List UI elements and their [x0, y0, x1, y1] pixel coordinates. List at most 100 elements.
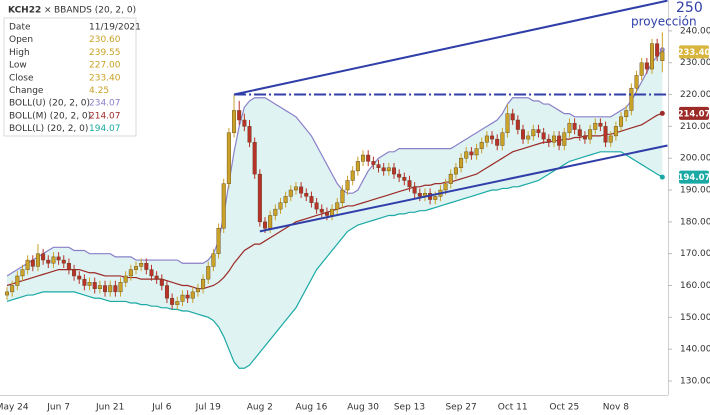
candle-body: [97, 285, 102, 289]
y-tick-label: 210.00: [680, 122, 710, 132]
candle-body: [593, 122, 598, 130]
candle-body: [505, 113, 510, 133]
candle-body: [577, 129, 582, 137]
candle-body: [133, 266, 138, 270]
info-value: 214.07: [89, 111, 121, 121]
info-label: Open: [9, 35, 33, 45]
candle-body: [304, 193, 309, 197]
candle-body: [216, 228, 221, 254]
y-tick-label: 230.00: [680, 58, 710, 68]
candle-body: [433, 196, 438, 200]
candle-body: [417, 193, 422, 197]
band-line: [6, 151, 663, 369]
candle-body: [211, 253, 216, 267]
annotation: proyección: [631, 15, 697, 29]
y-tick-label: 190.00: [680, 186, 710, 196]
candle-body: [551, 135, 556, 143]
y-tick-label: 170.00: [680, 249, 710, 259]
x-tick-label: Jun 7: [46, 403, 70, 413]
candle-body: [484, 135, 489, 143]
candle-body: [92, 282, 97, 289]
candle-body: [629, 87, 634, 111]
y-tick-label: 180.00: [680, 217, 710, 227]
candle-body: [87, 282, 92, 286]
candle-body: [490, 135, 495, 140]
x-tick-label: Sep 27: [445, 403, 476, 413]
close-icon[interactable]: ×: [44, 6, 52, 16]
x-tick-label: Aug 30: [347, 403, 379, 413]
candle-body: [639, 62, 644, 76]
candle-body: [335, 202, 340, 210]
x-tick-label: Jun 21: [95, 403, 124, 413]
candle-body: [500, 132, 505, 146]
candle-body: [4, 291, 9, 296]
candle-body: [283, 196, 288, 203]
candle-body: [293, 186, 298, 191]
candle-body: [113, 285, 118, 293]
candle-body: [309, 196, 314, 203]
candle-body: [82, 278, 87, 286]
info-label: High: [9, 48, 30, 58]
candle-body: [242, 119, 247, 127]
candle-body: [474, 148, 479, 156]
candle-body: [479, 142, 484, 149]
x-tick-label: Nov 8: [603, 403, 629, 413]
candle-body: [464, 151, 469, 159]
y-tick-label: 130.00: [680, 376, 710, 386]
candle-body: [453, 167, 458, 175]
x-tick-label: Sep 13: [394, 403, 425, 413]
candle-body: [195, 288, 200, 293]
candle-body: [190, 291, 195, 299]
annotation: 250: [676, 0, 703, 16]
info-value: 11/19/2021: [89, 23, 141, 33]
y-tick-label: 140.00: [680, 345, 710, 355]
price-badge: [679, 45, 709, 59]
candle-body: [495, 138, 500, 146]
candle-body: [185, 294, 190, 299]
x-tick-label: May 24: [0, 403, 29, 413]
candle-body: [15, 275, 20, 286]
candle-body: [515, 119, 520, 130]
candle-body: [257, 173, 262, 223]
candle-body: [66, 263, 71, 270]
y-tick-label: 160.00: [680, 281, 710, 291]
candle-body: [366, 154, 371, 162]
indicator: BBANDS (20, 2, 0): [54, 6, 136, 16]
y-tick-label: 220.00: [680, 90, 710, 100]
x-tick-label: Aug 16: [295, 403, 327, 413]
candle-body: [572, 122, 577, 130]
candle-body: [288, 189, 293, 197]
candle-body: [30, 259, 35, 267]
candle-body: [412, 186, 417, 194]
candle-body: [608, 135, 613, 143]
candle-body: [546, 138, 551, 143]
candle-body: [221, 183, 226, 229]
candle-body: [557, 135, 562, 146]
candle-body: [459, 157, 464, 168]
x-tick-label: Aug 2: [247, 403, 273, 413]
candle-body: [582, 135, 587, 140]
candle-body: [448, 173, 453, 184]
band-end-dot: [659, 174, 665, 180]
candle-body: [355, 161, 360, 172]
candle-body: [278, 202, 283, 210]
candle-body: [139, 263, 144, 267]
candle-body: [20, 269, 25, 277]
candle-body: [650, 43, 655, 70]
candle-body: [46, 259, 51, 264]
candle-body: [164, 285, 169, 299]
info-label: BOLL(U) (20, 2, 0): [9, 99, 90, 109]
candle-body: [324, 212, 329, 216]
candle-body: [25, 259, 30, 270]
candle-body: [108, 285, 113, 293]
candle-body: [103, 285, 108, 293]
candle-body: [386, 167, 391, 172]
candle-body: [531, 129, 536, 137]
candle-body: [613, 126, 618, 137]
info-label: Close: [9, 73, 34, 83]
candle-body: [443, 183, 448, 191]
candle-body: [226, 132, 231, 184]
candle-body: [624, 110, 629, 118]
candle-body: [72, 269, 77, 277]
